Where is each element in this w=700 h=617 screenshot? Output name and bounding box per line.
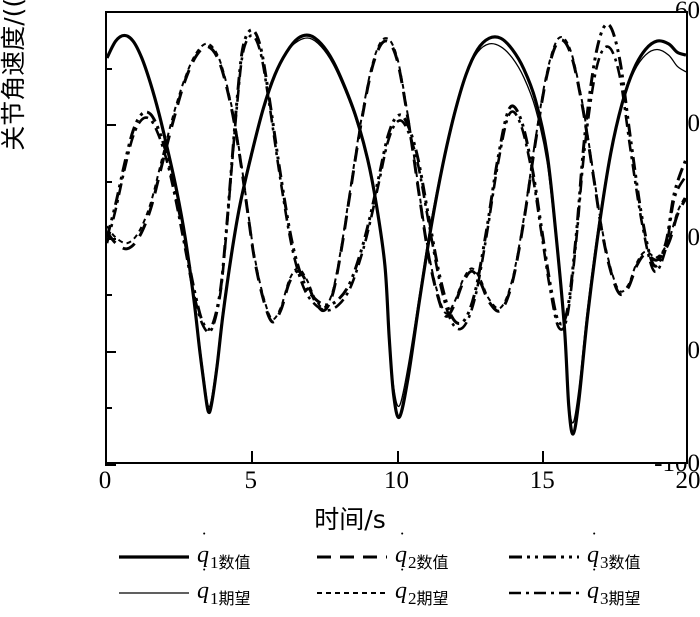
series-line <box>107 33 686 436</box>
legend-q1-numeric: q ˙ 1数值 <box>118 529 251 574</box>
legend-row: q ˙ 1期望 q ˙ 2期望 q ˙ 3期望 <box>118 565 688 610</box>
y-tick-mark <box>105 237 116 240</box>
series-line <box>107 34 686 334</box>
legend-line-sample <box>119 555 189 559</box>
legend-q3-numeric: q ˙ 3数值 <box>508 529 641 574</box>
series-line <box>107 22 686 331</box>
legend-q3-desired: q ˙ 3期望 <box>508 565 641 610</box>
series-line <box>107 34 686 424</box>
x-tick-mark <box>396 451 399 462</box>
y-minor-tick-mark <box>105 67 112 70</box>
curves-svg <box>107 22 686 436</box>
y-tick-mark <box>105 124 116 127</box>
x-tick-label: 20 <box>675 467 700 494</box>
y-axis-label: 关节角速度/((°)·s−1) <box>0 0 30 170</box>
series-line <box>107 36 686 321</box>
legend-line-sample <box>119 592 189 594</box>
series-line <box>107 38 686 324</box>
x-axis-label-text: 时间/s <box>314 505 386 534</box>
legend-q2-desired: q ˙ 2期望 <box>316 565 449 610</box>
legend-label: q ˙ 2期望 <box>395 565 449 608</box>
y-axis-label-text: 关节角速度/((°)·s <box>0 0 28 151</box>
legend-line-sample <box>509 555 579 559</box>
legend-line-sample <box>509 591 579 595</box>
legend-q1-desired: q ˙ 1期望 <box>118 565 251 610</box>
x-axis-label: 时间/s <box>0 500 700 536</box>
y-minor-tick-mark <box>105 294 112 297</box>
x-tick-mark <box>542 451 545 462</box>
legend-q2-numeric: q ˙ 2数值 <box>316 529 449 574</box>
legend-label: q ˙ 1数值 <box>197 529 251 572</box>
legend-label: q ˙ 2数值 <box>395 529 449 572</box>
legend-label: q ˙ 3数值 <box>587 529 641 572</box>
x-tick-label: 15 <box>529 467 555 494</box>
plot-area <box>105 11 688 464</box>
y-tick-mark <box>105 350 116 353</box>
legend-line-sample <box>317 592 387 594</box>
y-minor-tick-mark <box>105 180 112 183</box>
legend-line-sample <box>317 555 387 559</box>
x-tick-label: 0 <box>98 467 112 494</box>
legend-label: q ˙ 3期望 <box>587 565 641 608</box>
y-tick-mark <box>105 464 116 466</box>
legend-row: q ˙ 1数值 q ˙ 2数值 q ˙ 3数值 <box>118 529 688 574</box>
legend-label: q ˙ 1期望 <box>197 565 251 608</box>
x-tick-label: 10 <box>384 467 409 494</box>
y-tick-mark <box>105 11 116 13</box>
x-tick-label: 5 <box>244 467 258 494</box>
x-tick-mark <box>250 451 253 462</box>
y-minor-tick-mark <box>105 407 112 410</box>
legend: q ˙ 1数值 q ˙ 2数值 q ˙ 3数值 q ˙ 1期望 q ˙ 2期望 q ˙ 3期望 <box>118 529 688 612</box>
